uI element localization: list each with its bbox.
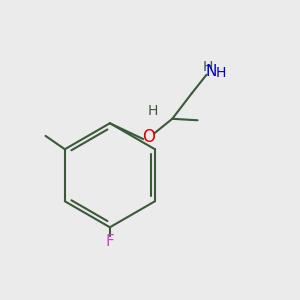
Text: H: H	[148, 104, 158, 118]
Text: O: O	[142, 128, 155, 146]
Text: F: F	[106, 234, 114, 249]
Text: H: H	[215, 66, 226, 80]
Text: H: H	[203, 60, 213, 74]
Text: N: N	[205, 64, 217, 79]
